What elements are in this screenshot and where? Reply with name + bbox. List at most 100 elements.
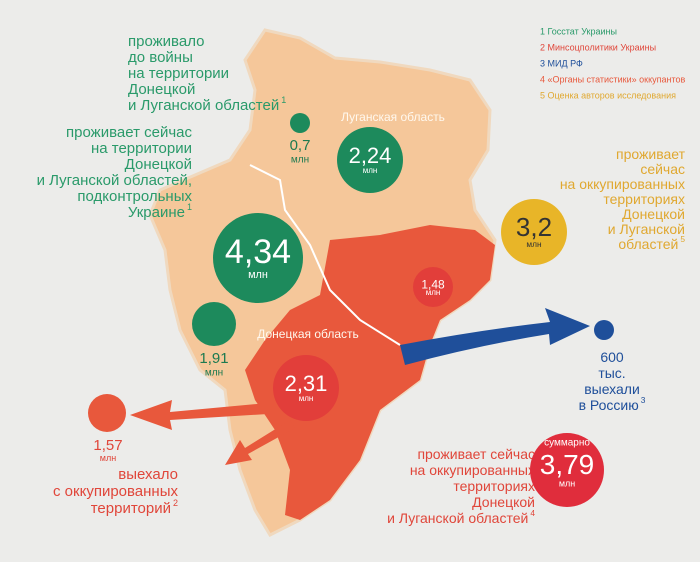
- region-border: [249, 164, 401, 346]
- annotation-line: проживало: [128, 33, 204, 50]
- annotation-text: тыс.: [598, 365, 625, 381]
- bubble-value: 2,24: [349, 143, 392, 168]
- annotation-line: территориях: [603, 191, 685, 207]
- annotation-line: и Луганской областей 1: [128, 95, 286, 114]
- annotation-line: подконтрольных: [77, 188, 192, 205]
- bubble-value: 3,2: [516, 212, 552, 242]
- footnote-mark: 1: [187, 202, 192, 212]
- annotation-line: выехали: [584, 381, 640, 397]
- annotation-line: Донецкой: [472, 494, 535, 510]
- annotation-text: подконтрольных: [77, 188, 192, 205]
- annotation-line: выехало: [118, 466, 178, 483]
- annotation-text: Донецкой: [472, 494, 535, 510]
- bubble-unit: млн: [363, 166, 378, 175]
- region-label: Донецкая область: [257, 327, 359, 341]
- bubble-value: 1,91: [199, 350, 228, 367]
- bubble-value: 1,48: [421, 278, 445, 292]
- annotation-text: выехало: [118, 466, 178, 483]
- annotation-text: и Луганской областей,: [37, 172, 192, 189]
- legend-item: 2 Минсоцполитики Украины: [540, 42, 656, 52]
- bubble-unit: млн: [248, 269, 268, 281]
- footnote-mark: 3: [641, 395, 646, 405]
- annotation-line: и Луганской: [608, 221, 685, 237]
- bubble: [501, 199, 567, 265]
- annotation-line: Донецкой: [622, 206, 685, 222]
- bubble: [290, 113, 310, 133]
- annotation-text: Донецкой: [622, 206, 685, 222]
- annotation-line: областей 5: [618, 234, 685, 251]
- footnote-mark: 5: [680, 234, 685, 244]
- annotation-line: на оккупированных: [560, 176, 685, 192]
- bubble-unit: млн: [426, 288, 441, 297]
- annotation-line: проживает сейчас: [66, 124, 192, 141]
- bubble: [530, 433, 604, 507]
- bubble-value: 2,31: [285, 371, 328, 396]
- legend-item: 1 Госстат Украины: [540, 26, 617, 36]
- annotation-line: на оккупированных: [410, 462, 535, 478]
- bubble-value: 3,79: [540, 449, 595, 480]
- bubble: [213, 213, 303, 303]
- annotation-text: на оккупированных: [410, 462, 535, 478]
- annotation-text: на территории: [128, 65, 229, 82]
- annotation-line: до войны: [128, 49, 193, 66]
- annotation-line: на территории: [91, 140, 192, 157]
- annotation-line: 1,57: [93, 437, 122, 454]
- annotation-line: Донецкой: [128, 81, 195, 98]
- annotation-line: территориях: [453, 478, 535, 494]
- annotation-line: Украине 1: [128, 202, 192, 221]
- annotation-text: территорий: [91, 500, 171, 517]
- annotation-text: выехали: [584, 381, 640, 397]
- annotation-line: и Луганской областей,: [37, 172, 192, 189]
- annotation-text: проживает сейчас: [417, 446, 535, 462]
- arrow-russia: [400, 308, 590, 365]
- annotation-line: и Луганской областей 4: [387, 508, 535, 525]
- annotation-text: проживало: [128, 33, 204, 50]
- footnote-mark: 2: [173, 498, 178, 508]
- annotation-line: 600: [600, 349, 624, 365]
- annotation-text: проживает: [616, 146, 686, 162]
- annotation-line: млн: [100, 453, 116, 463]
- legend-item: 4 «Органы статистики» оккупантов: [540, 74, 686, 84]
- bubble-unit: млн: [205, 368, 223, 379]
- annotation-text: Донецкой: [125, 156, 192, 173]
- annotation-line: тыс.: [598, 365, 625, 381]
- annotation-text: 600: [600, 349, 624, 365]
- annotation-text: 1,57: [93, 437, 122, 454]
- region-label: Луганская область: [341, 110, 445, 124]
- annotation-text: с оккупированных: [53, 483, 178, 500]
- annotation-line: сейчас: [640, 161, 685, 177]
- bubble-unit: млн: [291, 155, 309, 166]
- annotation-text: до войны: [128, 49, 193, 66]
- annotation-line: проживает сейчас: [417, 446, 535, 462]
- legend-item: 3 МИД РФ: [540, 58, 583, 68]
- annotation-line: Донецкой: [125, 156, 192, 173]
- arrow-down: [225, 420, 295, 465]
- annotation-text: сейчас: [640, 161, 685, 177]
- bubble-unit: млн: [299, 394, 314, 403]
- bubble: [337, 127, 403, 193]
- annotation-text: в Россию: [579, 397, 639, 413]
- bubble: [273, 355, 339, 421]
- annotation-line: в Россию 3: [579, 395, 646, 412]
- annotation-text: проживает сейчас: [66, 124, 192, 141]
- annotation-text: территориях: [603, 191, 685, 207]
- footnote-mark: 1: [281, 95, 286, 105]
- left-dot: [88, 394, 126, 432]
- arrow-left: [130, 400, 300, 430]
- bubble-value: 0,7: [290, 137, 311, 154]
- annotation-line: на территории: [128, 65, 229, 82]
- bubble: [192, 302, 236, 346]
- annotation-text: на оккупированных: [560, 176, 685, 192]
- annotation-text: и Луганской: [608, 221, 685, 237]
- annotation-line: территорий 2: [91, 498, 178, 517]
- russia-dot: [594, 320, 614, 340]
- annotation-line: с оккупированных: [53, 483, 178, 500]
- annotation-text: млн: [100, 453, 116, 463]
- legend-item: 5 Оценка авторов исследования: [540, 90, 676, 100]
- bubble-value: 4,34: [225, 233, 291, 271]
- annotation-text: областей: [618, 236, 678, 252]
- bubble: [413, 267, 453, 307]
- annotation-line: проживает: [616, 146, 686, 162]
